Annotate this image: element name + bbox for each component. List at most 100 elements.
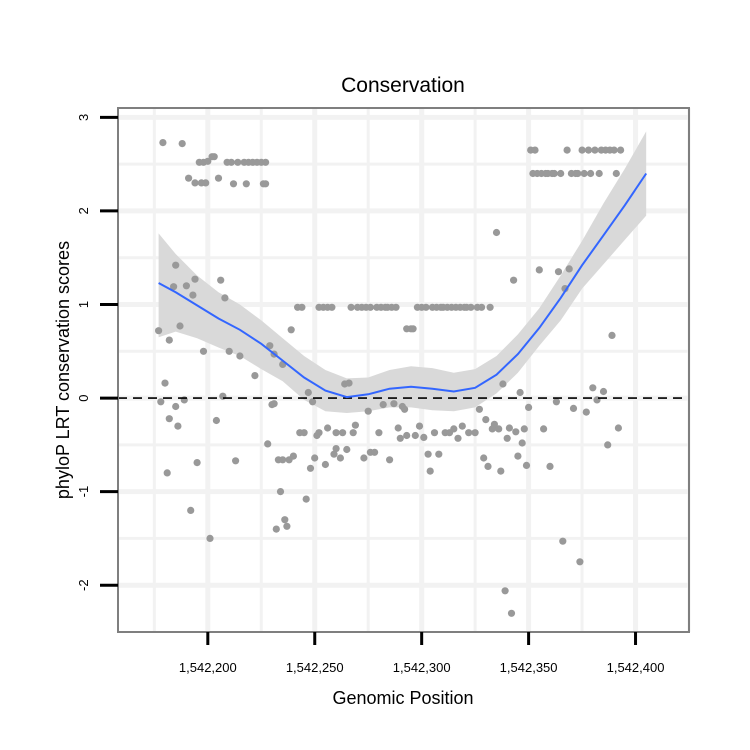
confidence-band-group	[158, 131, 647, 413]
data-point	[540, 425, 548, 433]
data-point	[559, 537, 567, 545]
data-point	[531, 146, 539, 154]
data-point	[343, 445, 351, 454]
data-point	[157, 398, 165, 406]
data-point	[262, 180, 270, 188]
data-point	[390, 400, 398, 408]
data-point	[174, 422, 182, 430]
data-point	[170, 283, 178, 291]
data-point	[396, 434, 404, 442]
data-point	[281, 516, 289, 524]
data-point	[163, 469, 171, 477]
confidence-band	[158, 131, 647, 413]
data-point	[411, 431, 419, 440]
data-point	[321, 460, 329, 469]
data-point	[563, 146, 571, 154]
data-point	[214, 174, 223, 182]
data-point	[266, 342, 274, 350]
y-tick-label: -2	[76, 579, 91, 591]
y-tick-label: 3	[76, 114, 91, 121]
x-tick-label: 1,542,350	[500, 660, 558, 675]
data-point	[465, 429, 473, 437]
data-point	[193, 459, 201, 467]
data-point	[225, 347, 233, 355]
data-point	[415, 422, 424, 430]
data-point	[287, 326, 295, 334]
data-point	[272, 525, 280, 533]
data-point	[270, 400, 278, 408]
data-point	[283, 522, 291, 530]
data-point	[591, 146, 599, 154]
y-tick-label: 2	[76, 207, 91, 214]
data-point	[210, 153, 218, 161]
smooth-line-group	[158, 172, 648, 399]
data-point	[161, 379, 169, 387]
data-point	[172, 402, 180, 411]
data-point	[580, 169, 588, 178]
data-point	[482, 416, 490, 424]
data-point	[552, 398, 561, 406]
data-point	[565, 265, 573, 273]
data-point	[610, 146, 618, 154]
x-axis: 1,542,200 1,542,250 1,542,300 1,542,350 1,54…	[179, 632, 664, 675]
data-point	[236, 352, 244, 360]
data-point	[304, 388, 312, 397]
data-point	[351, 421, 359, 429]
data-point	[522, 461, 531, 469]
data-point	[229, 180, 238, 188]
data-point	[392, 303, 400, 311]
data-point	[232, 457, 240, 465]
data-point	[480, 454, 488, 462]
data-point	[550, 169, 558, 178]
data-point	[182, 282, 190, 290]
data-point	[347, 303, 355, 311]
data-point	[450, 425, 458, 433]
data-point	[505, 424, 513, 432]
data-point	[569, 404, 578, 412]
data-point	[492, 228, 501, 237]
data-point	[582, 408, 590, 416]
data-point	[435, 450, 443, 458]
data-point	[595, 169, 603, 178]
data-point	[612, 169, 620, 178]
data-point	[309, 398, 317, 406]
data-point	[206, 534, 214, 543]
data-point	[315, 429, 323, 437]
data-point	[336, 454, 344, 462]
data-point	[185, 174, 193, 182]
y-axis: -2 -1 0 1 2 3	[76, 114, 118, 591]
data-point	[302, 495, 310, 503]
data-point	[386, 456, 394, 464]
data-point	[409, 325, 417, 333]
data-point	[178, 140, 186, 148]
data-point	[514, 452, 522, 460]
data-point	[471, 429, 479, 437]
data-point	[364, 407, 372, 415]
data-point	[202, 179, 210, 187]
x-axis-title: Genomic Position	[332, 688, 473, 708]
y-tick-label: -1	[76, 486, 91, 498]
data-point	[490, 420, 498, 428]
data-point	[394, 424, 402, 432]
data-point	[339, 429, 347, 437]
data-point	[242, 180, 250, 188]
data-point	[520, 425, 528, 433]
data-point	[279, 456, 287, 464]
data-point	[484, 462, 492, 470]
data-point	[420, 433, 428, 441]
data-point	[165, 415, 173, 423]
data-point	[379, 401, 387, 409]
data-point	[546, 462, 554, 470]
data-point	[426, 467, 434, 475]
data-point	[512, 428, 520, 436]
data-point	[189, 291, 197, 299]
y-tick-label: 0	[76, 394, 91, 401]
data-point	[251, 372, 259, 380]
data-point	[324, 424, 332, 432]
data-point	[366, 303, 374, 311]
data-point	[584, 146, 593, 154]
data-point	[262, 158, 270, 166]
data-points	[155, 139, 625, 617]
data-point	[191, 179, 199, 187]
